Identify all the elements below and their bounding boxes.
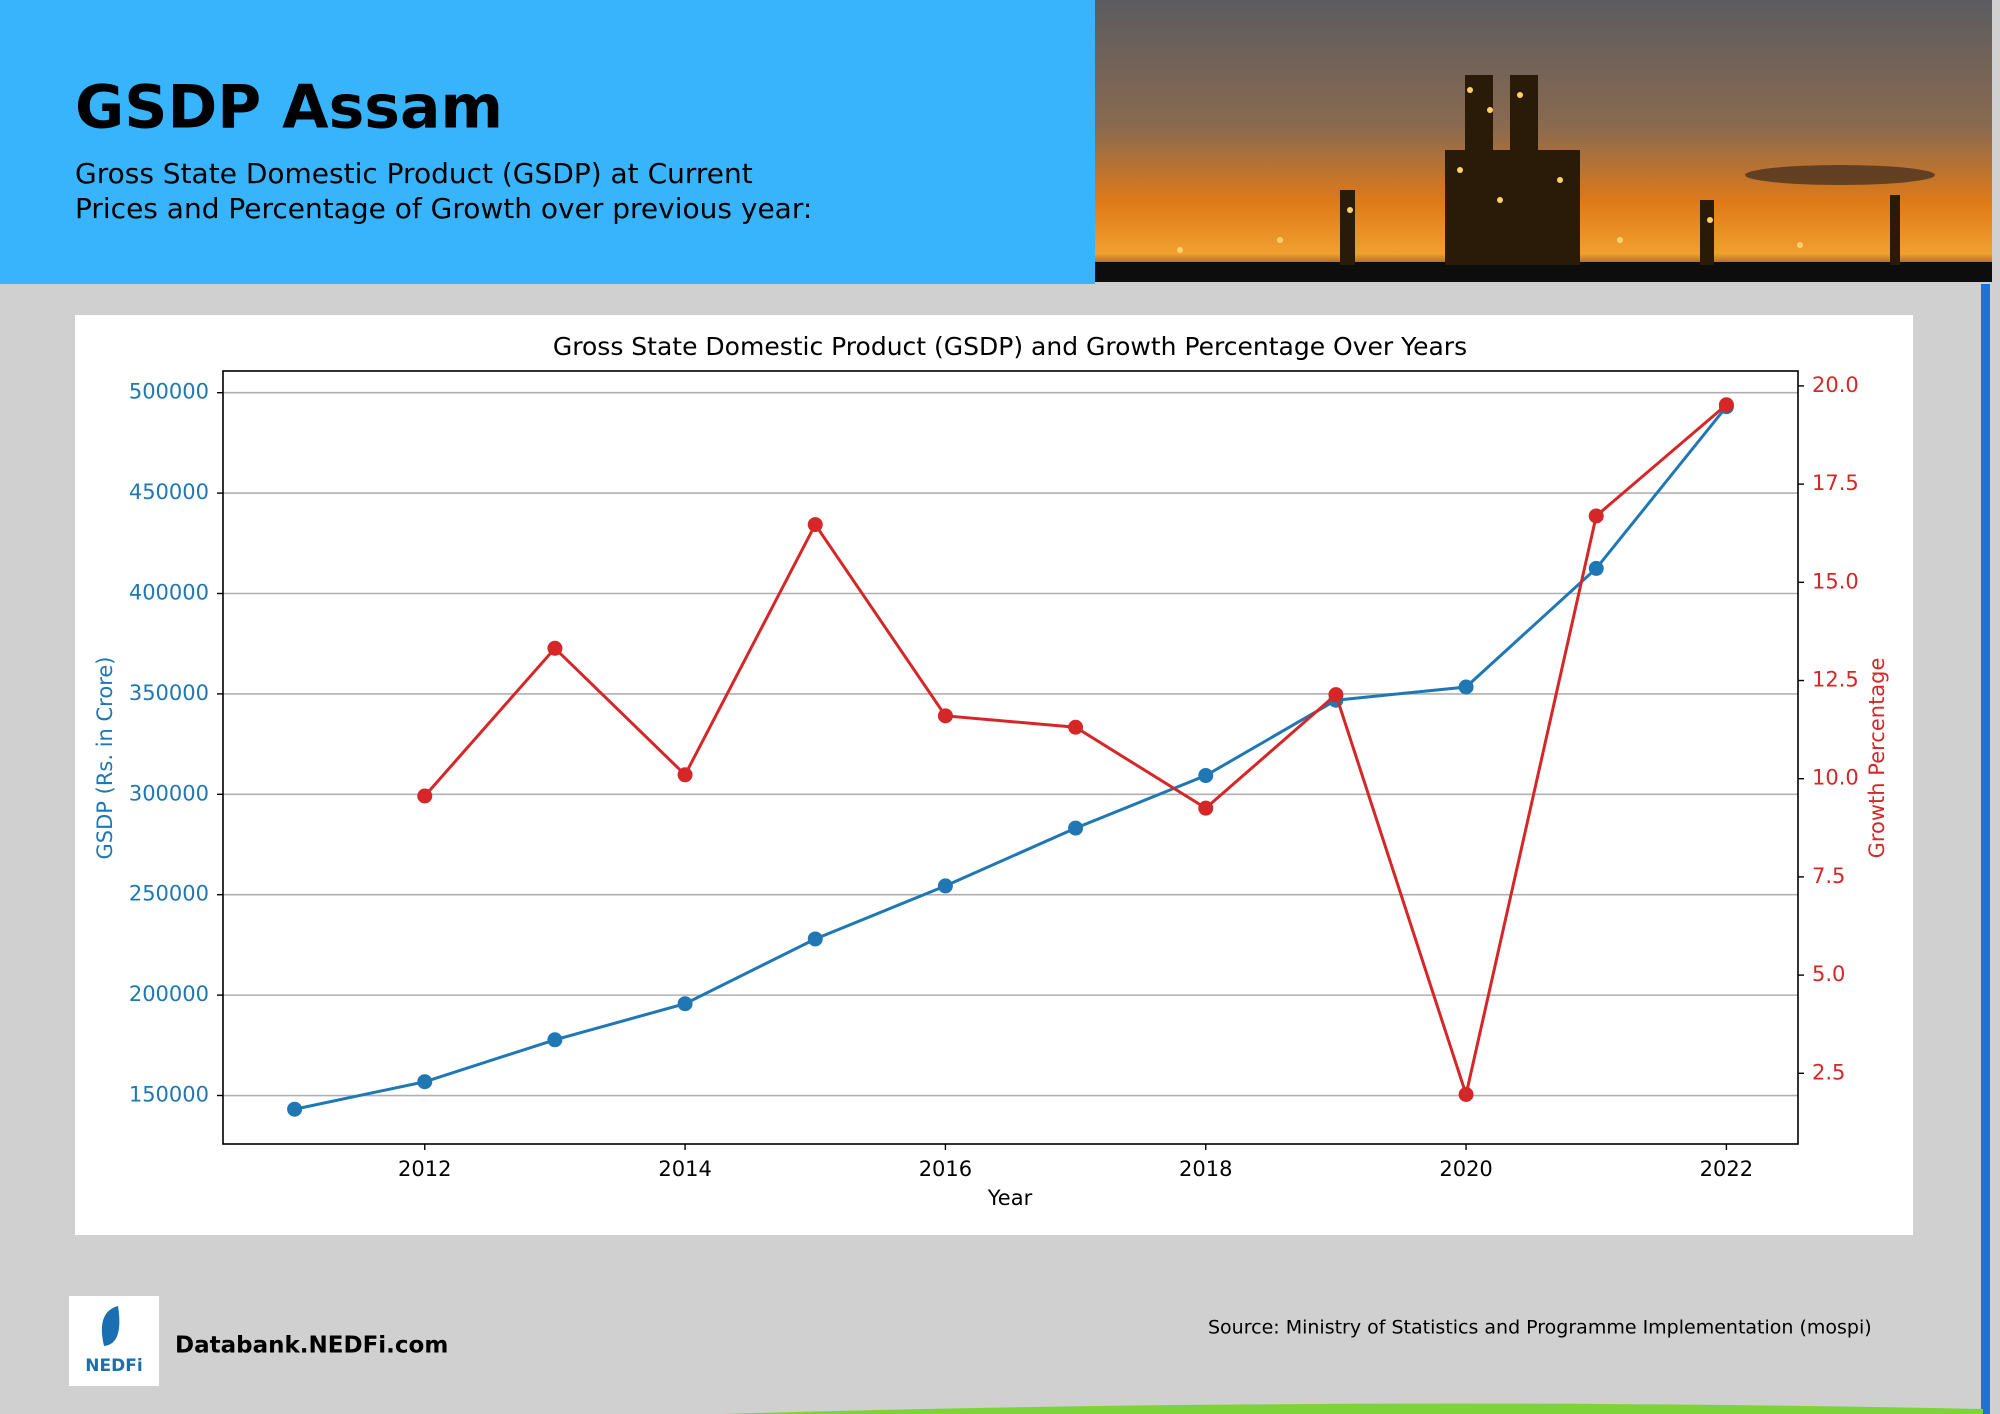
chart-title: Gross State Domestic Product (GSDP) and …	[553, 332, 1467, 361]
y2-tick-label: 20.0	[1812, 373, 1859, 397]
logo-mark	[101, 1306, 120, 1346]
x-tick-label: 2022	[1700, 1157, 1753, 1181]
series-line	[294, 405, 1728, 1111]
y-tick-label: 500000	[129, 380, 209, 404]
point	[1328, 687, 1344, 703]
point	[677, 996, 693, 1012]
y-axis-label: GSDP (Rs. in Crore)	[93, 657, 117, 860]
page-title: GSDP Assam	[75, 73, 503, 143]
y2-tick-label: 17.5	[1812, 471, 1859, 495]
point	[547, 1032, 563, 1048]
y2-tick-label: 5.0	[1812, 962, 1845, 986]
point	[677, 767, 693, 783]
point	[287, 1101, 303, 1117]
footer-accent	[724, 1403, 1983, 1414]
point	[1198, 800, 1214, 816]
page-subtitle: Gross State Domestic Product (GSDP) at C…	[75, 157, 753, 190]
y-tick-label: 150000	[129, 1083, 209, 1107]
point	[807, 931, 823, 947]
y-tick-label: 250000	[129, 882, 209, 906]
y2-tick-label: 15.0	[1812, 569, 1859, 593]
y2-tick-label: 7.5	[1812, 864, 1845, 888]
logo-text: NEDFi	[85, 1356, 142, 1376]
y2-axis-label: Growth Percentage	[1865, 658, 1889, 859]
x-tick-label: 2016	[919, 1157, 972, 1181]
point	[1458, 679, 1474, 695]
point	[1588, 560, 1604, 576]
point	[1198, 768, 1214, 784]
page-subtitle: Prices and Percentage of Growth over pre…	[75, 192, 812, 225]
y2-tick-label: 10.0	[1812, 766, 1859, 790]
header-band	[0, 0, 1095, 284]
y-tick-label: 400000	[129, 580, 209, 604]
y-tick-label: 450000	[129, 480, 209, 504]
point	[1458, 1087, 1474, 1103]
point	[547, 640, 563, 656]
point	[937, 708, 953, 724]
header-photo	[1095, 0, 1992, 282]
point	[937, 878, 953, 894]
x-axis-label: Year	[987, 1186, 1033, 1210]
y2-tick-label: 2.5	[1812, 1060, 1845, 1084]
y-tick-label: 350000	[129, 681, 209, 705]
point	[807, 517, 823, 533]
x-tick-label: 2014	[658, 1157, 711, 1181]
side-bar	[1981, 284, 1990, 1414]
y2-tick-label: 12.5	[1812, 668, 1859, 692]
point	[417, 788, 433, 804]
plot: 150000 200000 250000 300000 350000 400000 4500…	[129, 373, 1859, 1181]
x-tick-label: 2018	[1179, 1157, 1232, 1181]
point	[1068, 719, 1084, 735]
point	[1588, 508, 1604, 524]
source-note: Source: Ministry of Statistics and Progr…	[1208, 1317, 1872, 1339]
x-tick-label: 2012	[398, 1157, 451, 1181]
point	[1718, 397, 1734, 413]
point	[417, 1074, 433, 1090]
x-tick-label: 2020	[1439, 1157, 1492, 1181]
chart-panel	[75, 315, 1913, 1235]
site-name: Databank.NEDFi.com	[175, 1333, 448, 1359]
y-tick-label: 200000	[129, 982, 209, 1006]
point	[1068, 820, 1084, 836]
y-tick-label: 300000	[129, 781, 209, 805]
plot-frame	[222, 370, 1799, 1145]
